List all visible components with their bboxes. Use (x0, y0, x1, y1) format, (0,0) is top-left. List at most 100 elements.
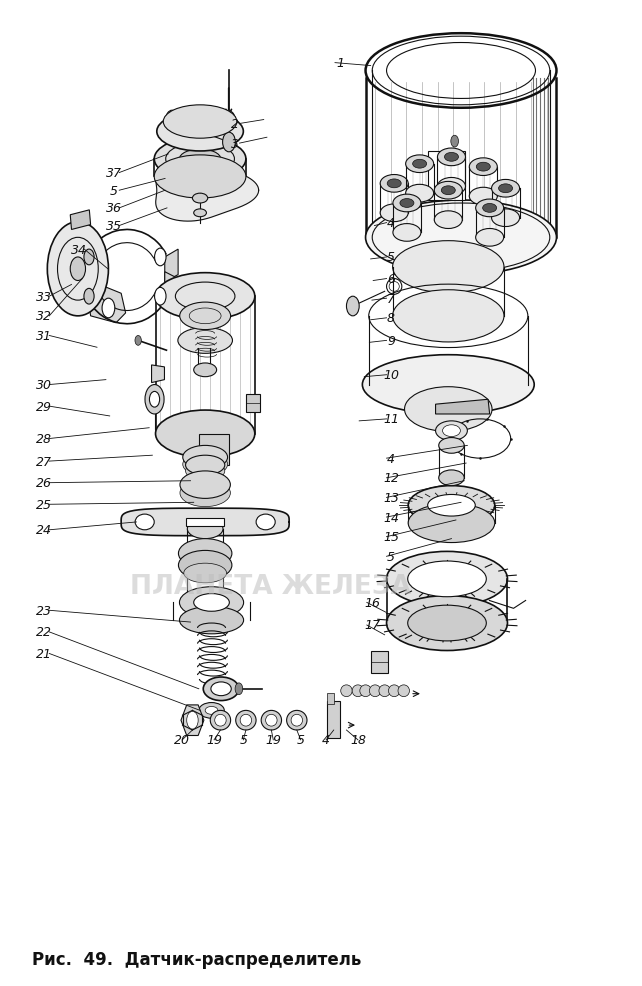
Ellipse shape (183, 446, 227, 469)
Ellipse shape (178, 551, 232, 580)
Circle shape (48, 223, 108, 317)
Ellipse shape (499, 184, 512, 193)
Ellipse shape (386, 596, 507, 651)
Polygon shape (70, 211, 91, 231)
Ellipse shape (476, 200, 504, 218)
Ellipse shape (408, 486, 495, 526)
Circle shape (150, 392, 160, 407)
Ellipse shape (406, 156, 433, 174)
Bar (327, 701, 340, 739)
Text: 25: 25 (36, 498, 52, 512)
Ellipse shape (400, 199, 414, 208)
Ellipse shape (211, 711, 230, 731)
Ellipse shape (398, 685, 410, 697)
Text: 32: 32 (36, 310, 52, 323)
Polygon shape (87, 284, 126, 323)
Ellipse shape (286, 711, 307, 731)
Ellipse shape (180, 303, 230, 330)
Ellipse shape (469, 188, 498, 206)
Polygon shape (165, 249, 178, 282)
Text: 37: 37 (106, 167, 122, 179)
Text: 5: 5 (110, 184, 118, 197)
Ellipse shape (492, 180, 519, 198)
Text: 16: 16 (364, 597, 380, 609)
Circle shape (84, 249, 94, 265)
Circle shape (102, 299, 115, 318)
Polygon shape (435, 400, 490, 414)
Ellipse shape (193, 194, 208, 204)
Text: 26: 26 (36, 476, 52, 490)
Ellipse shape (135, 515, 154, 530)
Text: 18: 18 (350, 734, 366, 746)
Text: 10: 10 (383, 369, 399, 382)
Ellipse shape (413, 160, 427, 169)
Text: 12: 12 (383, 471, 399, 485)
Ellipse shape (204, 677, 239, 701)
Ellipse shape (492, 210, 519, 228)
Ellipse shape (380, 176, 408, 193)
Ellipse shape (388, 685, 400, 697)
Text: 3: 3 (231, 137, 239, 151)
Circle shape (451, 136, 458, 148)
Ellipse shape (393, 291, 504, 342)
Ellipse shape (194, 210, 207, 218)
Ellipse shape (178, 328, 232, 354)
Ellipse shape (155, 410, 255, 458)
Ellipse shape (435, 421, 467, 441)
Circle shape (84, 289, 94, 305)
Ellipse shape (187, 520, 223, 539)
Text: 31: 31 (36, 329, 52, 342)
Ellipse shape (444, 153, 458, 162)
Ellipse shape (341, 685, 352, 697)
Ellipse shape (180, 587, 243, 618)
Ellipse shape (476, 163, 490, 172)
Circle shape (347, 297, 359, 317)
Ellipse shape (476, 230, 504, 246)
Ellipse shape (441, 186, 455, 195)
Ellipse shape (438, 470, 464, 486)
Ellipse shape (408, 504, 495, 543)
Text: 5: 5 (387, 251, 395, 264)
Ellipse shape (214, 715, 226, 727)
Ellipse shape (155, 273, 255, 320)
Polygon shape (152, 366, 164, 384)
Ellipse shape (154, 138, 246, 181)
Ellipse shape (434, 212, 462, 230)
Ellipse shape (194, 364, 216, 378)
Ellipse shape (163, 106, 237, 139)
Ellipse shape (379, 685, 390, 697)
Text: Рис.  49.  Датчик-распределитель: Рис. 49. Датчик-распределитель (32, 951, 361, 968)
Ellipse shape (438, 438, 464, 454)
Text: 7: 7 (387, 293, 395, 306)
Text: 5: 5 (239, 734, 247, 746)
Ellipse shape (194, 594, 229, 611)
Text: 33: 33 (36, 291, 52, 304)
Ellipse shape (236, 711, 256, 731)
Text: 4: 4 (387, 217, 395, 230)
Circle shape (223, 111, 236, 131)
Ellipse shape (365, 201, 557, 275)
Ellipse shape (483, 204, 497, 213)
Text: 6: 6 (387, 273, 395, 286)
Ellipse shape (184, 564, 227, 583)
Ellipse shape (428, 495, 475, 517)
Ellipse shape (437, 149, 465, 167)
Text: 19: 19 (265, 734, 281, 746)
Text: 5: 5 (297, 734, 305, 746)
Polygon shape (156, 160, 259, 222)
Ellipse shape (387, 179, 401, 188)
Ellipse shape (291, 715, 302, 727)
Text: 19: 19 (206, 734, 222, 746)
Ellipse shape (178, 539, 232, 569)
Text: 8: 8 (387, 312, 395, 325)
Circle shape (135, 336, 141, 346)
Ellipse shape (186, 461, 225, 481)
Text: 36: 36 (106, 202, 122, 215)
Text: 11: 11 (383, 413, 399, 426)
Polygon shape (199, 434, 229, 465)
Ellipse shape (442, 425, 460, 437)
Circle shape (70, 257, 85, 281)
Ellipse shape (408, 561, 487, 598)
Text: 34: 34 (71, 244, 87, 256)
Circle shape (187, 712, 198, 730)
